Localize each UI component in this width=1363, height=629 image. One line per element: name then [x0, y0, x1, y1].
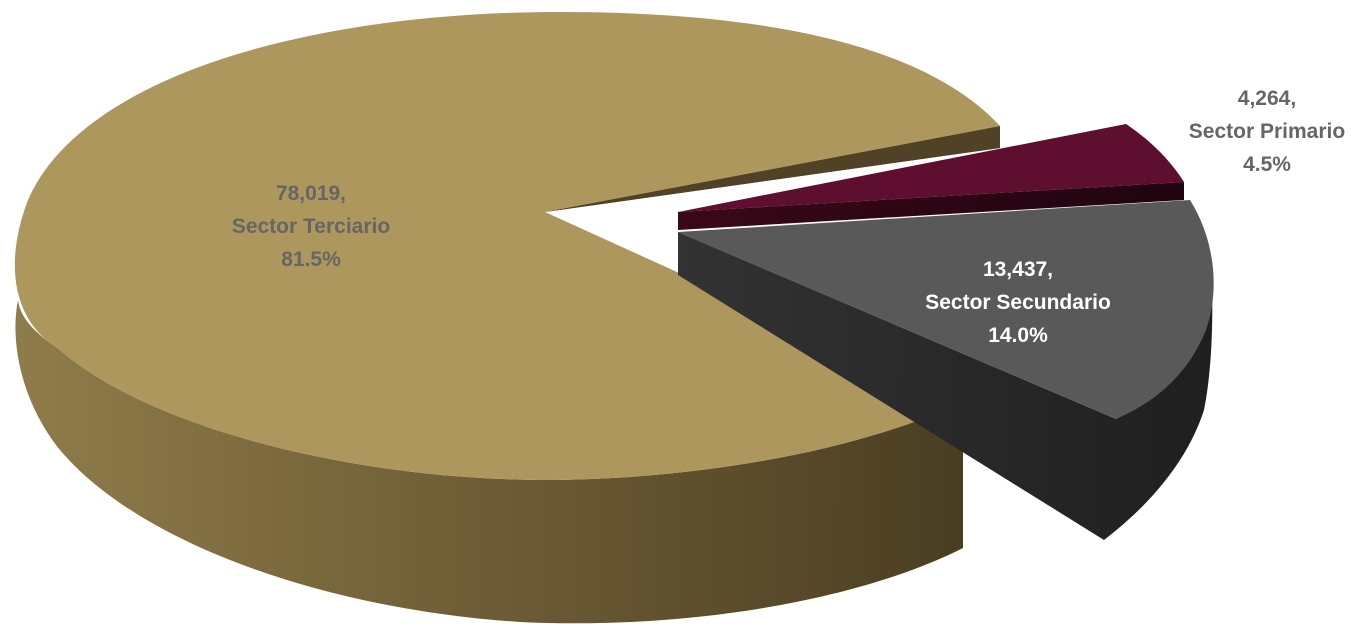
label-terciario-percent: 81.5% [281, 248, 341, 271]
label-primario-name: Sector Primario [1189, 120, 1345, 143]
label-terciario-value: 78,019, [276, 182, 346, 205]
label-secundario-percent: 14.0% [988, 324, 1048, 347]
label-primario: 4,264, Sector Primario 4.5% [1189, 87, 1345, 176]
label-primario-percent: 4.5% [1243, 153, 1291, 176]
label-primario-value: 4,264, [1238, 87, 1296, 110]
label-terciario-name: Sector Terciario [232, 215, 390, 238]
label-secundario-value: 13,437, [983, 258, 1053, 281]
label-secundario-name: Sector Secundario [925, 291, 1111, 314]
